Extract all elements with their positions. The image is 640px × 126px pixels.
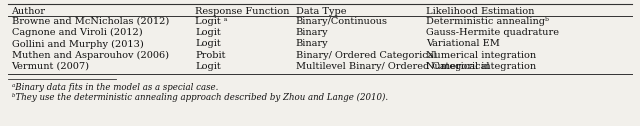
Text: Logit: Logit bbox=[195, 28, 221, 37]
Text: Response Function: Response Function bbox=[195, 7, 289, 16]
Text: Gollini and Murphy (2013): Gollini and Murphy (2013) bbox=[12, 39, 143, 49]
Text: Variational EM: Variational EM bbox=[426, 39, 499, 48]
Text: Multilevel Binary/ Ordered Categorical: Multilevel Binary/ Ordered Categorical bbox=[296, 62, 489, 71]
Text: Browne and McNicholas (2012): Browne and McNicholas (2012) bbox=[12, 17, 169, 26]
Text: Muthen and Asparouhov (2006): Muthen and Asparouhov (2006) bbox=[12, 51, 168, 60]
Text: Binary/ Ordered Categorical: Binary/ Ordered Categorical bbox=[296, 51, 436, 60]
Text: Logit: Logit bbox=[195, 62, 221, 71]
Text: Data Type: Data Type bbox=[296, 7, 346, 16]
Text: Author: Author bbox=[12, 7, 45, 16]
Text: Binary: Binary bbox=[296, 28, 328, 37]
Text: Numerical integration: Numerical integration bbox=[426, 62, 536, 71]
Text: Numerical integration: Numerical integration bbox=[426, 51, 536, 60]
Text: Deterministic annealingᵇ: Deterministic annealingᵇ bbox=[426, 17, 548, 26]
Text: Logit: Logit bbox=[195, 39, 221, 48]
Text: Binary: Binary bbox=[296, 39, 328, 48]
Text: Probit: Probit bbox=[195, 51, 226, 60]
Text: Binary/Continuous: Binary/Continuous bbox=[296, 17, 388, 26]
Text: ᵃBinary data fits in the model as a special case.: ᵃBinary data fits in the model as a spec… bbox=[12, 83, 218, 92]
Text: Gauss-Hermite quadrature: Gauss-Hermite quadrature bbox=[426, 28, 559, 37]
Text: ᵇThey use the deterministic annealing approach described by Zhou and Lange (2010: ᵇThey use the deterministic annealing ap… bbox=[12, 93, 388, 102]
Text: Cagnone and Viroli (2012): Cagnone and Viroli (2012) bbox=[12, 28, 142, 37]
Text: Vermunt (2007): Vermunt (2007) bbox=[12, 62, 90, 71]
Text: Likelihood Estimation: Likelihood Estimation bbox=[426, 7, 534, 16]
Text: Logit ᵃ: Logit ᵃ bbox=[195, 17, 228, 26]
